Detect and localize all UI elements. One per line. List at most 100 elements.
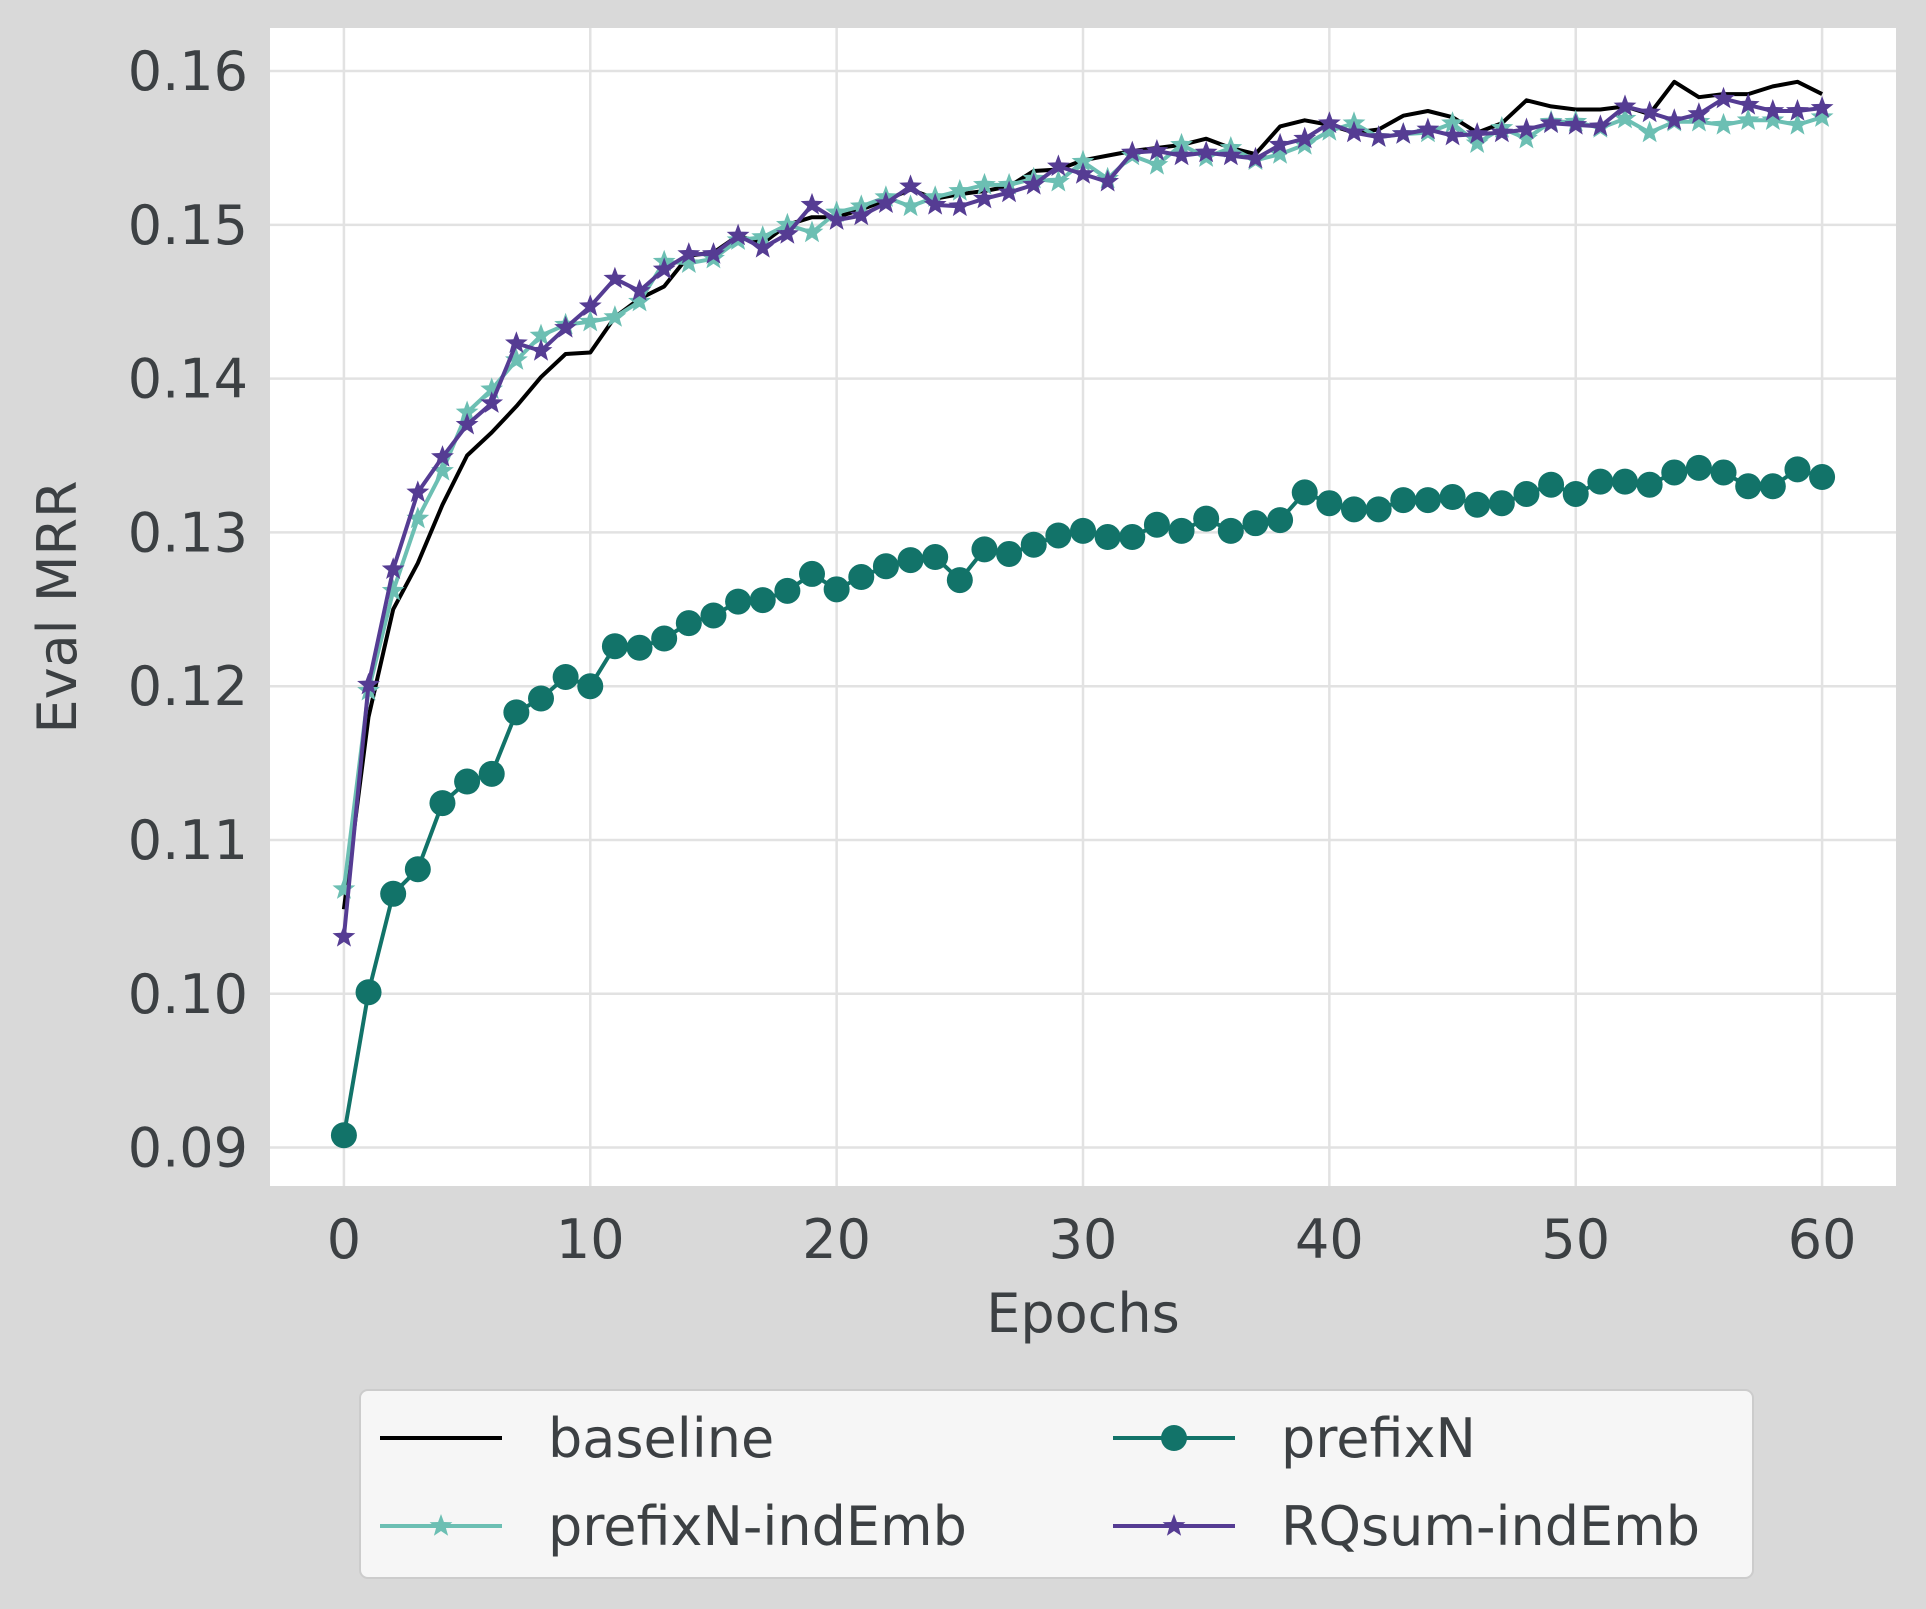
data-point <box>948 179 972 201</box>
legend-box <box>359 1389 1754 1579</box>
data-point <box>1070 517 1096 544</box>
data-point <box>478 760 505 787</box>
data-point <box>429 790 456 817</box>
data-point <box>380 880 407 907</box>
data-point <box>726 223 750 246</box>
data-point <box>874 191 898 213</box>
data-point <box>330 1122 357 1149</box>
data-point <box>357 672 380 695</box>
data-point <box>1712 86 1735 109</box>
data-point <box>1390 487 1417 514</box>
data-point <box>1441 123 1464 146</box>
data-point <box>1761 99 1785 121</box>
data-point <box>1291 479 1318 506</box>
data-point <box>1638 100 1661 123</box>
plot-series <box>330 79 1836 1149</box>
data-point <box>1786 99 1809 121</box>
legend-item: baseline <box>380 1407 774 1470</box>
data-point <box>1293 126 1317 149</box>
data-point <box>1613 106 1637 129</box>
data-point <box>823 576 850 603</box>
x-tick-label: 20 <box>802 1208 871 1271</box>
data-point <box>1638 120 1661 143</box>
data-point <box>776 222 799 244</box>
data-point <box>923 192 947 215</box>
x-tick-label: 10 <box>556 1208 625 1271</box>
data-point <box>601 633 628 660</box>
data-point <box>1268 142 1292 164</box>
data-point <box>1267 507 1294 534</box>
data-point <box>431 445 454 467</box>
legend: baseline prefixN prefixN-indEmb RQsum-indEm… <box>359 1389 1754 1579</box>
data-point <box>1661 459 1688 486</box>
data-point <box>1318 111 1341 134</box>
data-point <box>1786 112 1809 135</box>
data-point <box>899 174 922 197</box>
data-point <box>1439 484 1466 511</box>
legend-marker <box>1161 1425 1187 1451</box>
data-point <box>849 203 873 226</box>
data-point <box>332 877 356 899</box>
data-point <box>749 587 776 614</box>
data-point <box>1341 496 1367 523</box>
data-point <box>1096 169 1119 192</box>
data-point <box>1193 505 1220 532</box>
data-point <box>1810 105 1834 127</box>
data-point <box>1736 108 1760 130</box>
data-point <box>702 242 725 264</box>
data-point <box>799 560 825 587</box>
data-point <box>997 180 1021 203</box>
data-point <box>505 331 528 353</box>
x-tick-label: 40 <box>1295 1208 1364 1271</box>
data-point <box>1710 459 1737 486</box>
data-point <box>406 506 430 529</box>
data-point <box>1612 468 1638 495</box>
y-tick-label: 0.13 <box>128 501 248 564</box>
data-point <box>552 663 579 690</box>
data-point <box>1244 146 1267 169</box>
data-point <box>529 323 553 346</box>
data-point <box>899 194 922 217</box>
y-tick-label: 0.11 <box>128 809 248 872</box>
data-point <box>774 577 801 604</box>
data-point <box>1538 471 1565 498</box>
legend-marker <box>429 1514 453 1536</box>
data-point <box>1490 120 1514 143</box>
data-point <box>1784 456 1811 483</box>
data-point <box>800 192 824 215</box>
data-point <box>1022 172 1046 195</box>
data-point <box>971 536 998 563</box>
data-point <box>1217 517 1244 544</box>
data-point <box>603 305 627 327</box>
data-point <box>578 294 602 317</box>
data-point <box>1687 102 1711 124</box>
data-point <box>1071 149 1095 172</box>
data-point <box>381 578 405 601</box>
data-point <box>1145 152 1169 175</box>
data-point <box>700 602 727 629</box>
data-point <box>922 544 949 571</box>
legend-label: prefixN-indEmb <box>548 1495 967 1558</box>
data-point <box>973 186 996 209</box>
data-point <box>1636 471 1663 498</box>
data-point <box>626 634 653 661</box>
data-point <box>1391 122 1415 144</box>
data-point <box>406 480 430 503</box>
y-tick-label: 0.14 <box>128 348 248 411</box>
data-point <box>1735 473 1762 500</box>
data-point <box>528 685 554 712</box>
data-point <box>651 625 678 652</box>
x-tick-label: 0 <box>327 1208 361 1271</box>
legend-items: baseline prefixN prefixN-indEmb RQsum-indEm… <box>380 1407 1700 1558</box>
data-point <box>1416 117 1440 140</box>
data-point <box>1687 109 1711 132</box>
data-point <box>948 194 972 217</box>
data-point <box>1219 143 1243 166</box>
data-point <box>455 400 479 423</box>
x-tick-label: 50 <box>1541 1208 1610 1271</box>
data-point <box>946 567 973 594</box>
data-point <box>480 377 504 400</box>
data-point <box>1589 114 1612 137</box>
data-point <box>1119 524 1146 551</box>
y-tick-label: 0.15 <box>128 194 248 257</box>
